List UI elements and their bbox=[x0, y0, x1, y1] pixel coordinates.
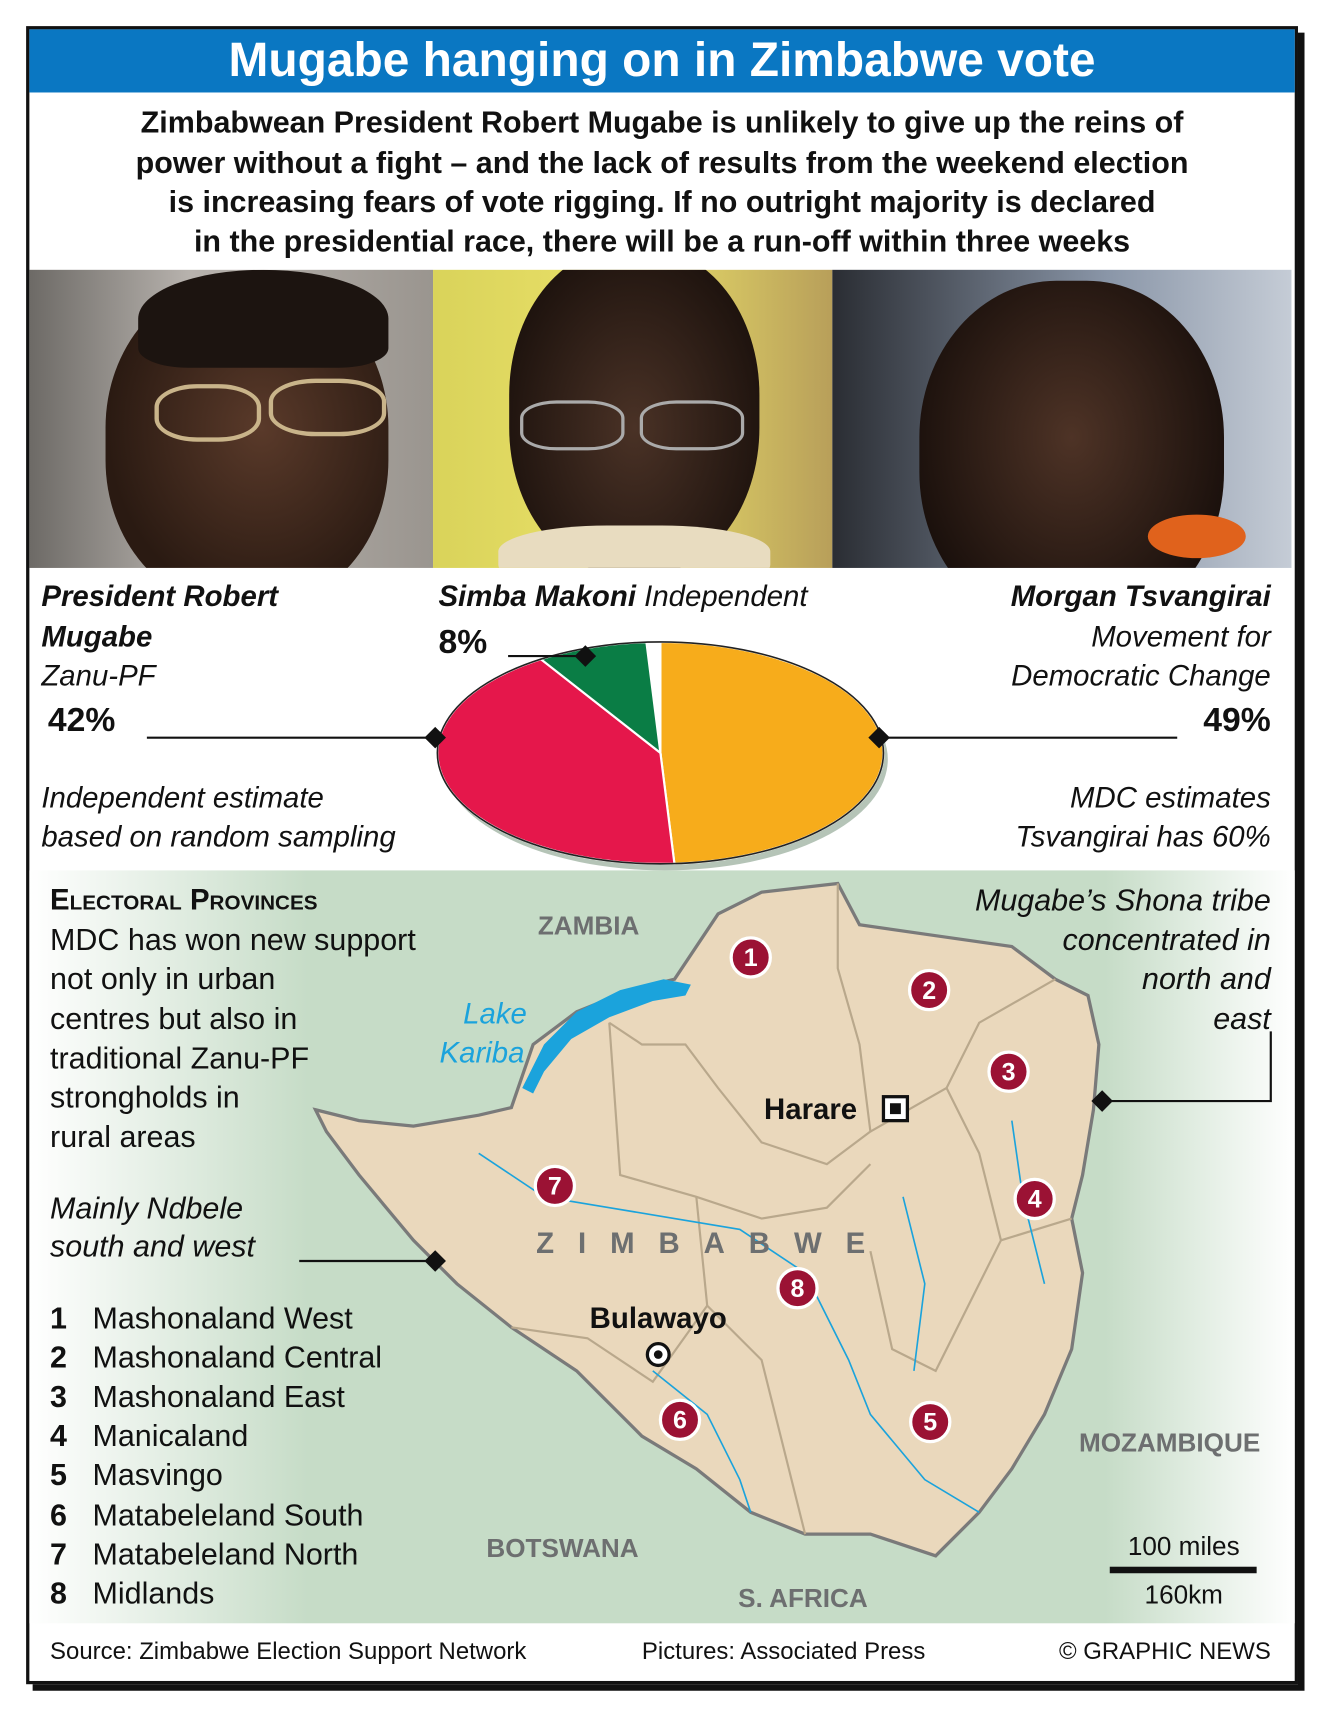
lake-kariba bbox=[522, 979, 691, 1094]
province-marker bbox=[658, 1398, 702, 1442]
note-left: based on random sampling bbox=[41, 820, 396, 853]
province-marker bbox=[776, 1266, 819, 1310]
photo-makoni bbox=[433, 269, 833, 568]
label-kariba: Kariba bbox=[439, 1036, 525, 1069]
province-name: Matabeleland North bbox=[92, 1536, 359, 1571]
mugabe-party: Zanu-PF bbox=[41, 659, 156, 692]
makoni-name: Simba Makoni bbox=[438, 579, 636, 613]
shona-note: concentrated in bbox=[1062, 922, 1271, 957]
label-lake: Lake bbox=[463, 997, 527, 1030]
scale-miles: 100 miles bbox=[1127, 1531, 1240, 1562]
pie-chart bbox=[436, 640, 888, 871]
map-heading: Electoral Provinces bbox=[50, 883, 318, 917]
shona-note: Mugabe’s Shona tribe bbox=[974, 883, 1271, 918]
province-name: Masvingo bbox=[92, 1458, 223, 1493]
ndbele-note: south and west bbox=[50, 1229, 255, 1264]
rivers bbox=[478, 1120, 1046, 1514]
label-mozambique: MOZAMBIQUE bbox=[1078, 1428, 1261, 1458]
province-marker-number: 1 bbox=[744, 944, 758, 972]
province-marker bbox=[907, 968, 951, 1012]
headline: Mugabe hanging on in Zimbabwe vote bbox=[29, 29, 1295, 93]
map-description: traditional Zanu-PF bbox=[50, 1041, 310, 1075]
province-name: Mashonaland West bbox=[92, 1301, 353, 1335]
leader-diamond bbox=[1091, 1090, 1113, 1112]
map-description: strongholds in bbox=[50, 1080, 240, 1115]
footer-pictures: Pictures: Associated Press bbox=[641, 1637, 926, 1665]
province-marker-number: 3 bbox=[1002, 1058, 1016, 1086]
zimbabwe-shape bbox=[312, 881, 1101, 1558]
province-marker-number: 7 bbox=[548, 1173, 562, 1201]
scale-bar bbox=[1109, 1566, 1257, 1574]
province-name: Midlands bbox=[92, 1576, 215, 1610]
label-harare: Harare bbox=[764, 1092, 858, 1126]
province-name: Mashonaland Central bbox=[92, 1340, 383, 1375]
tsvangirai-pct: 49% bbox=[1203, 700, 1271, 739]
leader-diamond bbox=[868, 726, 890, 749]
makoni-party: Independent bbox=[644, 579, 808, 613]
province-number: 6 bbox=[50, 1497, 67, 1532]
province-marker bbox=[533, 1164, 577, 1208]
label-bulawayo: Bulawayo bbox=[589, 1301, 727, 1335]
province-marker bbox=[987, 1050, 1030, 1093]
intro-line: in the presidential race, there will be … bbox=[193, 224, 1131, 258]
map-description: not only in urban bbox=[50, 961, 276, 996]
label-zimbabwe: ZIMBABWE bbox=[536, 1226, 890, 1260]
map-description: MDC has won new support bbox=[50, 922, 416, 957]
tsvangirai-party-2: Democratic Change bbox=[1011, 659, 1271, 692]
mugabe-name: President Robert bbox=[41, 579, 279, 613]
province-marker bbox=[729, 936, 772, 979]
leader-line bbox=[1104, 1031, 1272, 1103]
province-marker bbox=[909, 1400, 952, 1444]
photo-mugabe bbox=[29, 269, 434, 568]
scale-km: 160km bbox=[1144, 1580, 1223, 1611]
province-name: Matabeleland South bbox=[92, 1497, 364, 1532]
note-right: Tsvangirai has 60% bbox=[1015, 820, 1271, 853]
province-number: 2 bbox=[50, 1340, 67, 1375]
leader-diamond bbox=[574, 645, 597, 667]
note-left: Independent estimate bbox=[41, 781, 324, 814]
province-name: Mashonaland East bbox=[92, 1379, 345, 1414]
footer-source: Source: Zimbabwe Election Support Networ… bbox=[50, 1637, 527, 1665]
province-markers: 1 2 3 4 5 6 7 8 bbox=[533, 936, 1056, 1444]
shona-note: north and bbox=[1142, 961, 1271, 996]
pie-slice bbox=[659, 640, 885, 865]
photo-tsvangirai bbox=[832, 269, 1292, 568]
province-number: 3 bbox=[50, 1379, 67, 1414]
province-marker-number: 4 bbox=[1028, 1186, 1042, 1214]
note-right: MDC estimates bbox=[1070, 781, 1271, 814]
province-number: 1 bbox=[50, 1301, 67, 1335]
mugabe-name-2: Mugabe bbox=[41, 620, 153, 653]
pie-outline bbox=[436, 641, 885, 865]
shona-note: east bbox=[1213, 1002, 1271, 1036]
map-description: centres but also in bbox=[50, 1002, 298, 1036]
province-number: 4 bbox=[50, 1419, 67, 1453]
province-number: 5 bbox=[50, 1458, 67, 1493]
intro-line: power without a fight – and the lack of … bbox=[135, 145, 1189, 180]
label-south-africa: S. AFRICA bbox=[738, 1584, 868, 1614]
makoni-pct: 8% bbox=[438, 622, 488, 661]
province-number: 8 bbox=[50, 1576, 67, 1610]
province-marker-number: 6 bbox=[673, 1407, 687, 1435]
mugabe-pct: 42% bbox=[47, 700, 116, 739]
province-marker-number: 2 bbox=[922, 977, 936, 1005]
label-zambia: ZAMBIA bbox=[537, 911, 640, 942]
intro-line: Zimbabwean President Robert Mugabe is un… bbox=[140, 105, 1184, 140]
tsvangirai-name: Morgan Tsvangirai bbox=[1010, 579, 1271, 613]
footer-credit: © GRAPHIC NEWS bbox=[1058, 1637, 1271, 1665]
intro-line: is increasing fears of vote rigging. If … bbox=[168, 184, 1156, 219]
province-number: 7 bbox=[50, 1536, 67, 1571]
tsvangirai-party: Movement for bbox=[1091, 620, 1271, 653]
map-description: rural areas bbox=[50, 1119, 196, 1154]
makoni-label: Simba Makoni Independent bbox=[438, 577, 807, 616]
label-botswana: BOTSWANA bbox=[486, 1534, 639, 1564]
province-marker-number: 5 bbox=[923, 1409, 937, 1437]
province-marker bbox=[1013, 1177, 1056, 1221]
province-marker-number: 8 bbox=[791, 1275, 805, 1303]
ndbele-note: Mainly Ndbele bbox=[50, 1191, 244, 1226]
province-name: Manicaland bbox=[92, 1419, 249, 1453]
